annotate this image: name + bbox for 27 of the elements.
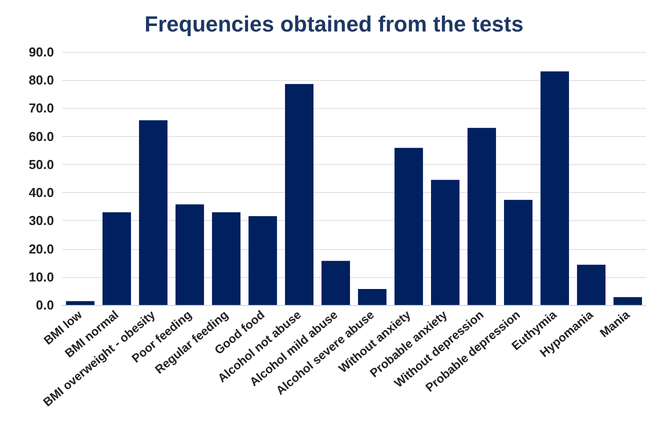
y-tick-label: 60.0 <box>28 128 54 144</box>
y-tick-label: 40.0 <box>28 185 54 200</box>
y-tick-label: 80.0 <box>28 72 54 88</box>
y-tick-label: 20.0 <box>28 241 54 256</box>
bar <box>504 200 532 305</box>
y-tick-label: 90.0 <box>28 44 54 60</box>
bar <box>394 148 423 305</box>
bar <box>358 288 386 305</box>
y-tick-label: 0.0 <box>36 298 54 312</box>
bar <box>176 204 204 305</box>
bar <box>468 128 496 305</box>
bar <box>248 216 277 305</box>
bar <box>139 120 168 305</box>
bar <box>322 260 350 305</box>
bar <box>431 180 460 305</box>
bar <box>577 264 606 305</box>
y-tick-label: 50.0 <box>28 156 54 172</box>
bar <box>212 212 240 305</box>
y-tick-label: 30.0 <box>28 213 54 228</box>
y-tick-label: 10.0 <box>28 269 54 284</box>
bar <box>285 84 314 305</box>
bar <box>66 301 94 305</box>
bar <box>540 71 569 305</box>
y-tick-label: 70.0 <box>28 100 54 116</box>
bar <box>102 212 131 305</box>
bar <box>614 297 642 305</box>
chart-title: Frequencies obtained from the tests <box>144 12 524 36</box>
